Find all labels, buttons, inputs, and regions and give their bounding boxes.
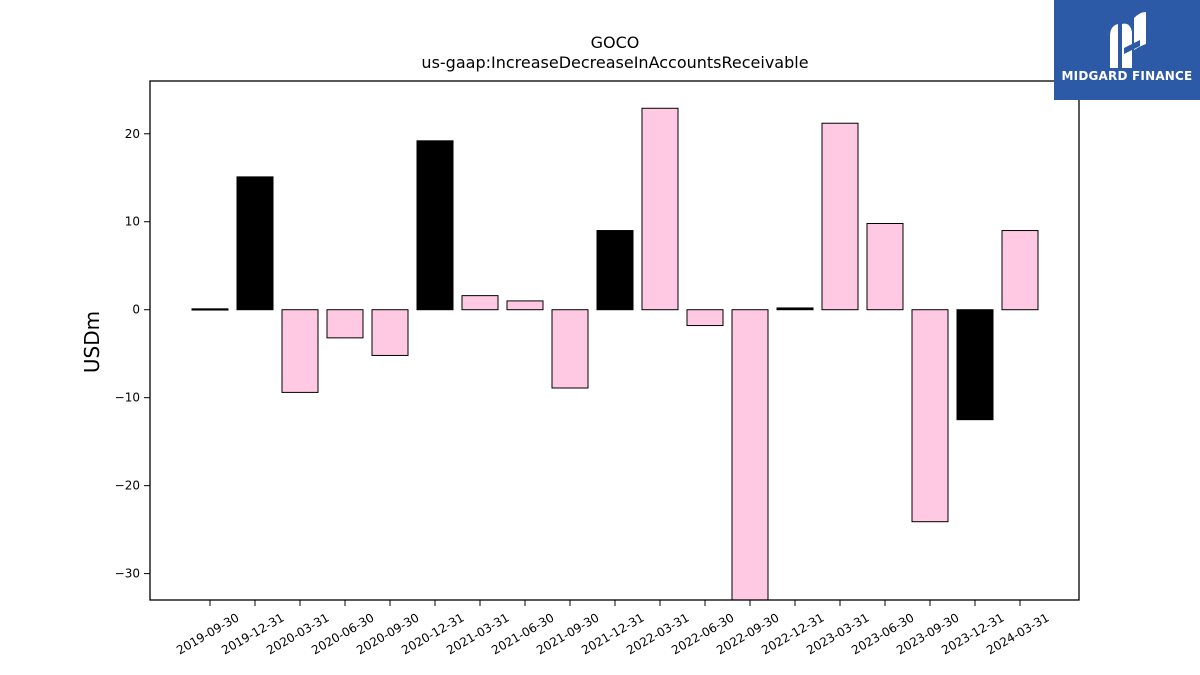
y-tick-label: −10: [115, 391, 140, 405]
chart-subtitle: us-gaap:IncreaseDecreaseInAccountsReceiv…: [421, 53, 808, 72]
bar-2022-12-31: [776, 307, 814, 311]
bar-2019-09-30: [191, 308, 229, 311]
bar-2022-06-30: [686, 309, 724, 327]
bar-2023-09-30: [911, 309, 949, 523]
bar-2021-09-30: [551, 309, 589, 389]
bar-2022-03-31: [641, 107, 679, 311]
y-tick-label: −20: [115, 479, 140, 493]
y-tick-label: −30: [115, 567, 140, 581]
bar-2019-12-31: [236, 176, 274, 311]
bars-group: [191, 107, 1039, 601]
bar-2020-03-31: [281, 309, 319, 393]
bar-2020-09-30: [371, 309, 409, 356]
y-axis-label: USDm: [80, 311, 104, 373]
y-tick-label: 0: [132, 303, 140, 317]
bar-2020-06-30: [326, 309, 364, 339]
y-tick-label: 10: [125, 215, 140, 229]
plot-frame: [149, 80, 1080, 601]
bar-2021-06-30: [506, 300, 544, 311]
x-ticks-group: 2019-09-302019-12-312020-03-312020-06-30…: [174, 600, 1052, 657]
bar-2024-03-31: [1001, 230, 1039, 311]
chart-title: GOCO: [591, 33, 640, 52]
bar-2023-03-31: [821, 122, 859, 311]
bar-2023-06-30: [866, 223, 904, 311]
logo-mark-icon: [1110, 12, 1146, 68]
bar-2021-12-31: [596, 230, 634, 311]
midgard-finance-logo: MIDGARD FINANCE: [1054, 0, 1200, 100]
bar-2023-12-31: [956, 309, 994, 421]
bar-2020-12-31: [416, 140, 454, 311]
y-ticks-group: −30 −20 −10 0 10 20: [115, 127, 150, 581]
logo-text: MIDGARD FINANCE: [1061, 69, 1193, 83]
bar-2021-03-31: [461, 295, 499, 311]
y-tick-label: 20: [125, 127, 140, 141]
bar-2022-09-30: [731, 309, 769, 601]
